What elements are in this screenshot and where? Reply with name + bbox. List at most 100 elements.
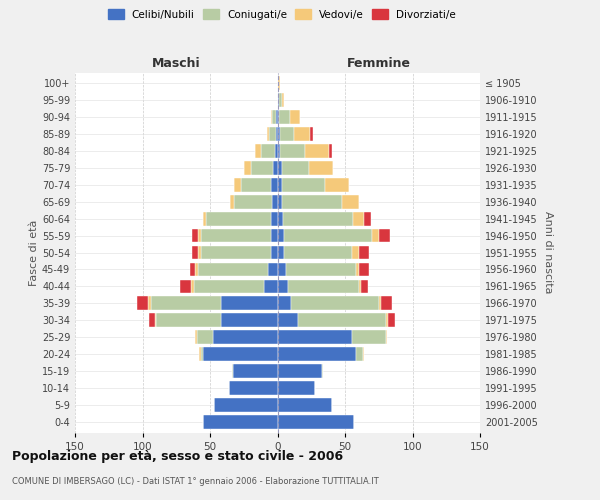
Bar [151,296,221,310]
Text: Femmine: Femmine [347,57,411,70]
Bar [272,110,276,124]
Bar [386,330,387,344]
Bar [356,262,359,276]
Bar [200,246,271,260]
Bar [276,110,277,124]
Bar [279,110,290,124]
Bar [280,144,305,158]
Bar [386,314,388,328]
Bar [281,194,342,208]
Bar [329,144,331,158]
Bar [308,160,333,174]
Bar [284,246,352,260]
Bar [277,314,298,328]
Bar [379,228,389,242]
Bar [274,160,277,174]
Bar [277,296,291,310]
Bar [271,212,277,226]
Bar [251,160,274,174]
Bar [195,262,198,276]
Bar [232,364,233,378]
Bar [277,398,331,412]
Bar [356,348,362,362]
Bar [197,330,212,344]
Bar [382,296,392,310]
Bar [194,280,264,293]
Bar [199,348,200,362]
Text: COMUNE DI IMBERSAGO (LC) - Dati ISTAT 1° gennaio 2006 - Elaborazione TUTTITALIA.: COMUNE DI IMBERSAGO (LC) - Dati ISTAT 1°… [12,478,379,486]
Bar [277,178,281,192]
Text: Popolazione per età, sesso e stato civile - 2006: Popolazione per età, sesso e stato civil… [12,450,343,463]
Bar [322,364,323,378]
Bar [271,178,277,192]
Bar [229,382,277,396]
Bar [277,280,289,293]
Bar [280,126,294,140]
Bar [279,92,281,106]
Bar [352,246,359,260]
Bar [200,228,271,242]
Bar [325,178,349,192]
Bar [342,194,359,208]
Text: Maschi: Maschi [152,57,200,70]
Bar [359,280,361,293]
Bar [190,262,195,276]
Bar [277,144,280,158]
Bar [388,314,395,328]
Bar [137,296,148,310]
Bar [203,212,206,226]
Bar [241,178,271,192]
Bar [277,194,281,208]
Bar [198,228,200,242]
Bar [235,178,241,192]
Bar [276,126,277,140]
Bar [148,296,151,310]
Bar [203,348,277,362]
Bar [277,160,281,174]
Bar [244,160,251,174]
Bar [221,314,277,328]
Bar [310,126,313,140]
Bar [149,314,155,328]
Bar [281,160,308,174]
Bar [277,92,279,106]
Bar [277,382,316,396]
Bar [277,228,284,242]
Bar [195,330,197,344]
Bar [262,144,275,158]
Bar [284,228,372,242]
Bar [277,246,284,260]
Bar [198,262,268,276]
Bar [281,92,284,106]
Bar [298,314,386,328]
Bar [233,364,277,378]
Bar [269,126,276,140]
Bar [305,144,329,158]
Bar [271,110,272,124]
Bar [180,280,191,293]
Y-axis label: Anni di nascita: Anni di nascita [543,211,553,294]
Bar [362,348,364,362]
Bar [277,76,280,90]
Bar [286,262,356,276]
Bar [281,178,325,192]
Bar [359,246,370,260]
Bar [277,348,356,362]
Bar [230,194,235,208]
Bar [235,194,272,208]
Y-axis label: Fasce di età: Fasce di età [29,220,39,286]
Bar [379,296,382,310]
Bar [352,330,386,344]
Bar [264,280,277,293]
Bar [203,416,277,430]
Bar [353,212,364,226]
Bar [372,228,379,242]
Bar [156,314,221,328]
Bar [266,126,269,140]
Bar [198,246,200,260]
Bar [294,126,310,140]
Bar [191,280,194,293]
Bar [206,212,271,226]
Bar [361,280,368,293]
Bar [268,262,277,276]
